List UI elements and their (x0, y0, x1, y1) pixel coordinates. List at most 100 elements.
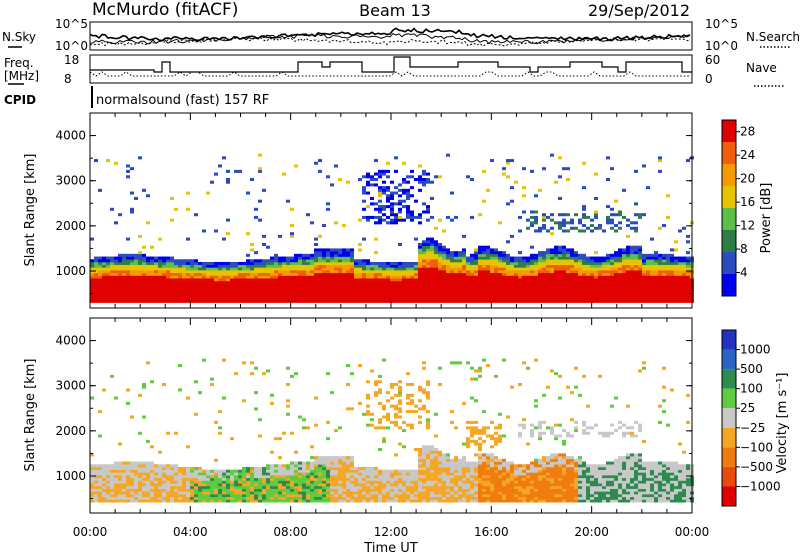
velocity-cell (286, 494, 290, 498)
velocity-cell (214, 499, 218, 503)
power-cell (386, 175, 390, 179)
power-cell (586, 297, 590, 301)
velocity-cell (462, 485, 466, 489)
power-cell (438, 218, 442, 222)
velocity-cell (366, 488, 370, 492)
power-cell (610, 294, 614, 298)
power-cell (262, 280, 266, 284)
power-cell (306, 267, 310, 271)
power-cell (394, 299, 398, 303)
velocity-cell (298, 499, 302, 503)
velocity-cell (458, 488, 462, 492)
power-cell (422, 278, 426, 282)
power-cell (318, 256, 322, 260)
power-cell (302, 264, 306, 268)
velocity-cell (330, 496, 334, 500)
power-cell (422, 256, 426, 260)
power-colorbar-tick-label: 28 (740, 125, 755, 139)
velocity-cell (330, 494, 334, 498)
power-cell (474, 280, 478, 284)
power-cell (222, 299, 226, 303)
power-cell (190, 259, 194, 263)
power-cell (422, 240, 426, 244)
power-cell (546, 299, 550, 303)
power-cell (482, 169, 486, 173)
power-cell (558, 267, 562, 271)
velocity-cell (202, 499, 206, 503)
power-cell (322, 272, 326, 276)
velocity-cell (422, 485, 426, 489)
velocity-cell (306, 494, 310, 498)
power-cell (134, 299, 138, 303)
power-cell (462, 286, 466, 290)
power-cell (214, 229, 218, 233)
velocity-cell (334, 494, 338, 498)
power-cell (234, 299, 238, 303)
power-cell (174, 286, 178, 290)
velocity-cell (478, 488, 482, 492)
velocity-cell (426, 456, 430, 460)
power-cell (638, 261, 642, 265)
power-cell (90, 261, 94, 265)
power-cell (234, 264, 238, 268)
power-cell (486, 245, 490, 249)
power-cell (390, 289, 394, 293)
velocity-cell (210, 480, 214, 484)
velocity-cell (490, 461, 494, 465)
velocity-cell (438, 453, 442, 457)
power-cell (302, 289, 306, 293)
power-cell (90, 297, 94, 301)
power-cell (562, 224, 566, 228)
power-cell (482, 272, 486, 276)
power-cell (102, 270, 106, 274)
power-cell (486, 299, 490, 303)
velocity-cell (218, 410, 222, 414)
velocity-cell (410, 472, 414, 476)
power-cell (610, 259, 614, 263)
velocity-cell (314, 466, 318, 470)
power-cell (610, 218, 614, 222)
power-cell (510, 280, 514, 284)
power-cell (674, 248, 678, 252)
power-cell (654, 253, 658, 257)
power-cell (266, 259, 270, 263)
velocity-cell (318, 488, 322, 492)
velocity-cell (286, 491, 290, 495)
velocity-cell (422, 461, 426, 465)
power-cell (330, 264, 334, 268)
velocity-cell (414, 448, 418, 452)
velocity-cell (298, 415, 302, 419)
power-cell (350, 278, 354, 282)
power-cell (678, 278, 682, 282)
power-cell (146, 275, 150, 279)
power-cell (650, 280, 654, 284)
velocity-cell (418, 499, 422, 503)
power-cell (618, 278, 622, 282)
power-cell (366, 215, 370, 219)
power-cell (182, 283, 186, 287)
power-cell (378, 175, 382, 179)
velocity-cell (450, 483, 454, 487)
velocity-cell (246, 480, 250, 484)
power-cell (330, 291, 334, 295)
power-cell (402, 188, 406, 192)
power-cell (338, 248, 342, 252)
power-cell (314, 248, 318, 252)
power-cell (614, 256, 618, 260)
velocity-cell (422, 456, 426, 460)
velocity-cell (146, 472, 150, 476)
velocity-cell (102, 472, 106, 476)
velocity-cell (390, 420, 394, 424)
power-cell (370, 196, 374, 200)
velocity-cell (434, 434, 438, 438)
velocity-cell (394, 488, 398, 492)
power-cell (678, 294, 682, 298)
power-cell (170, 280, 174, 284)
power-cell (226, 264, 230, 268)
power-cell (222, 289, 226, 293)
power-cell (382, 261, 386, 265)
velocity-cell (458, 485, 462, 489)
velocity-cell (362, 483, 366, 487)
velocity-cell (374, 494, 378, 498)
power-cell (222, 272, 226, 276)
